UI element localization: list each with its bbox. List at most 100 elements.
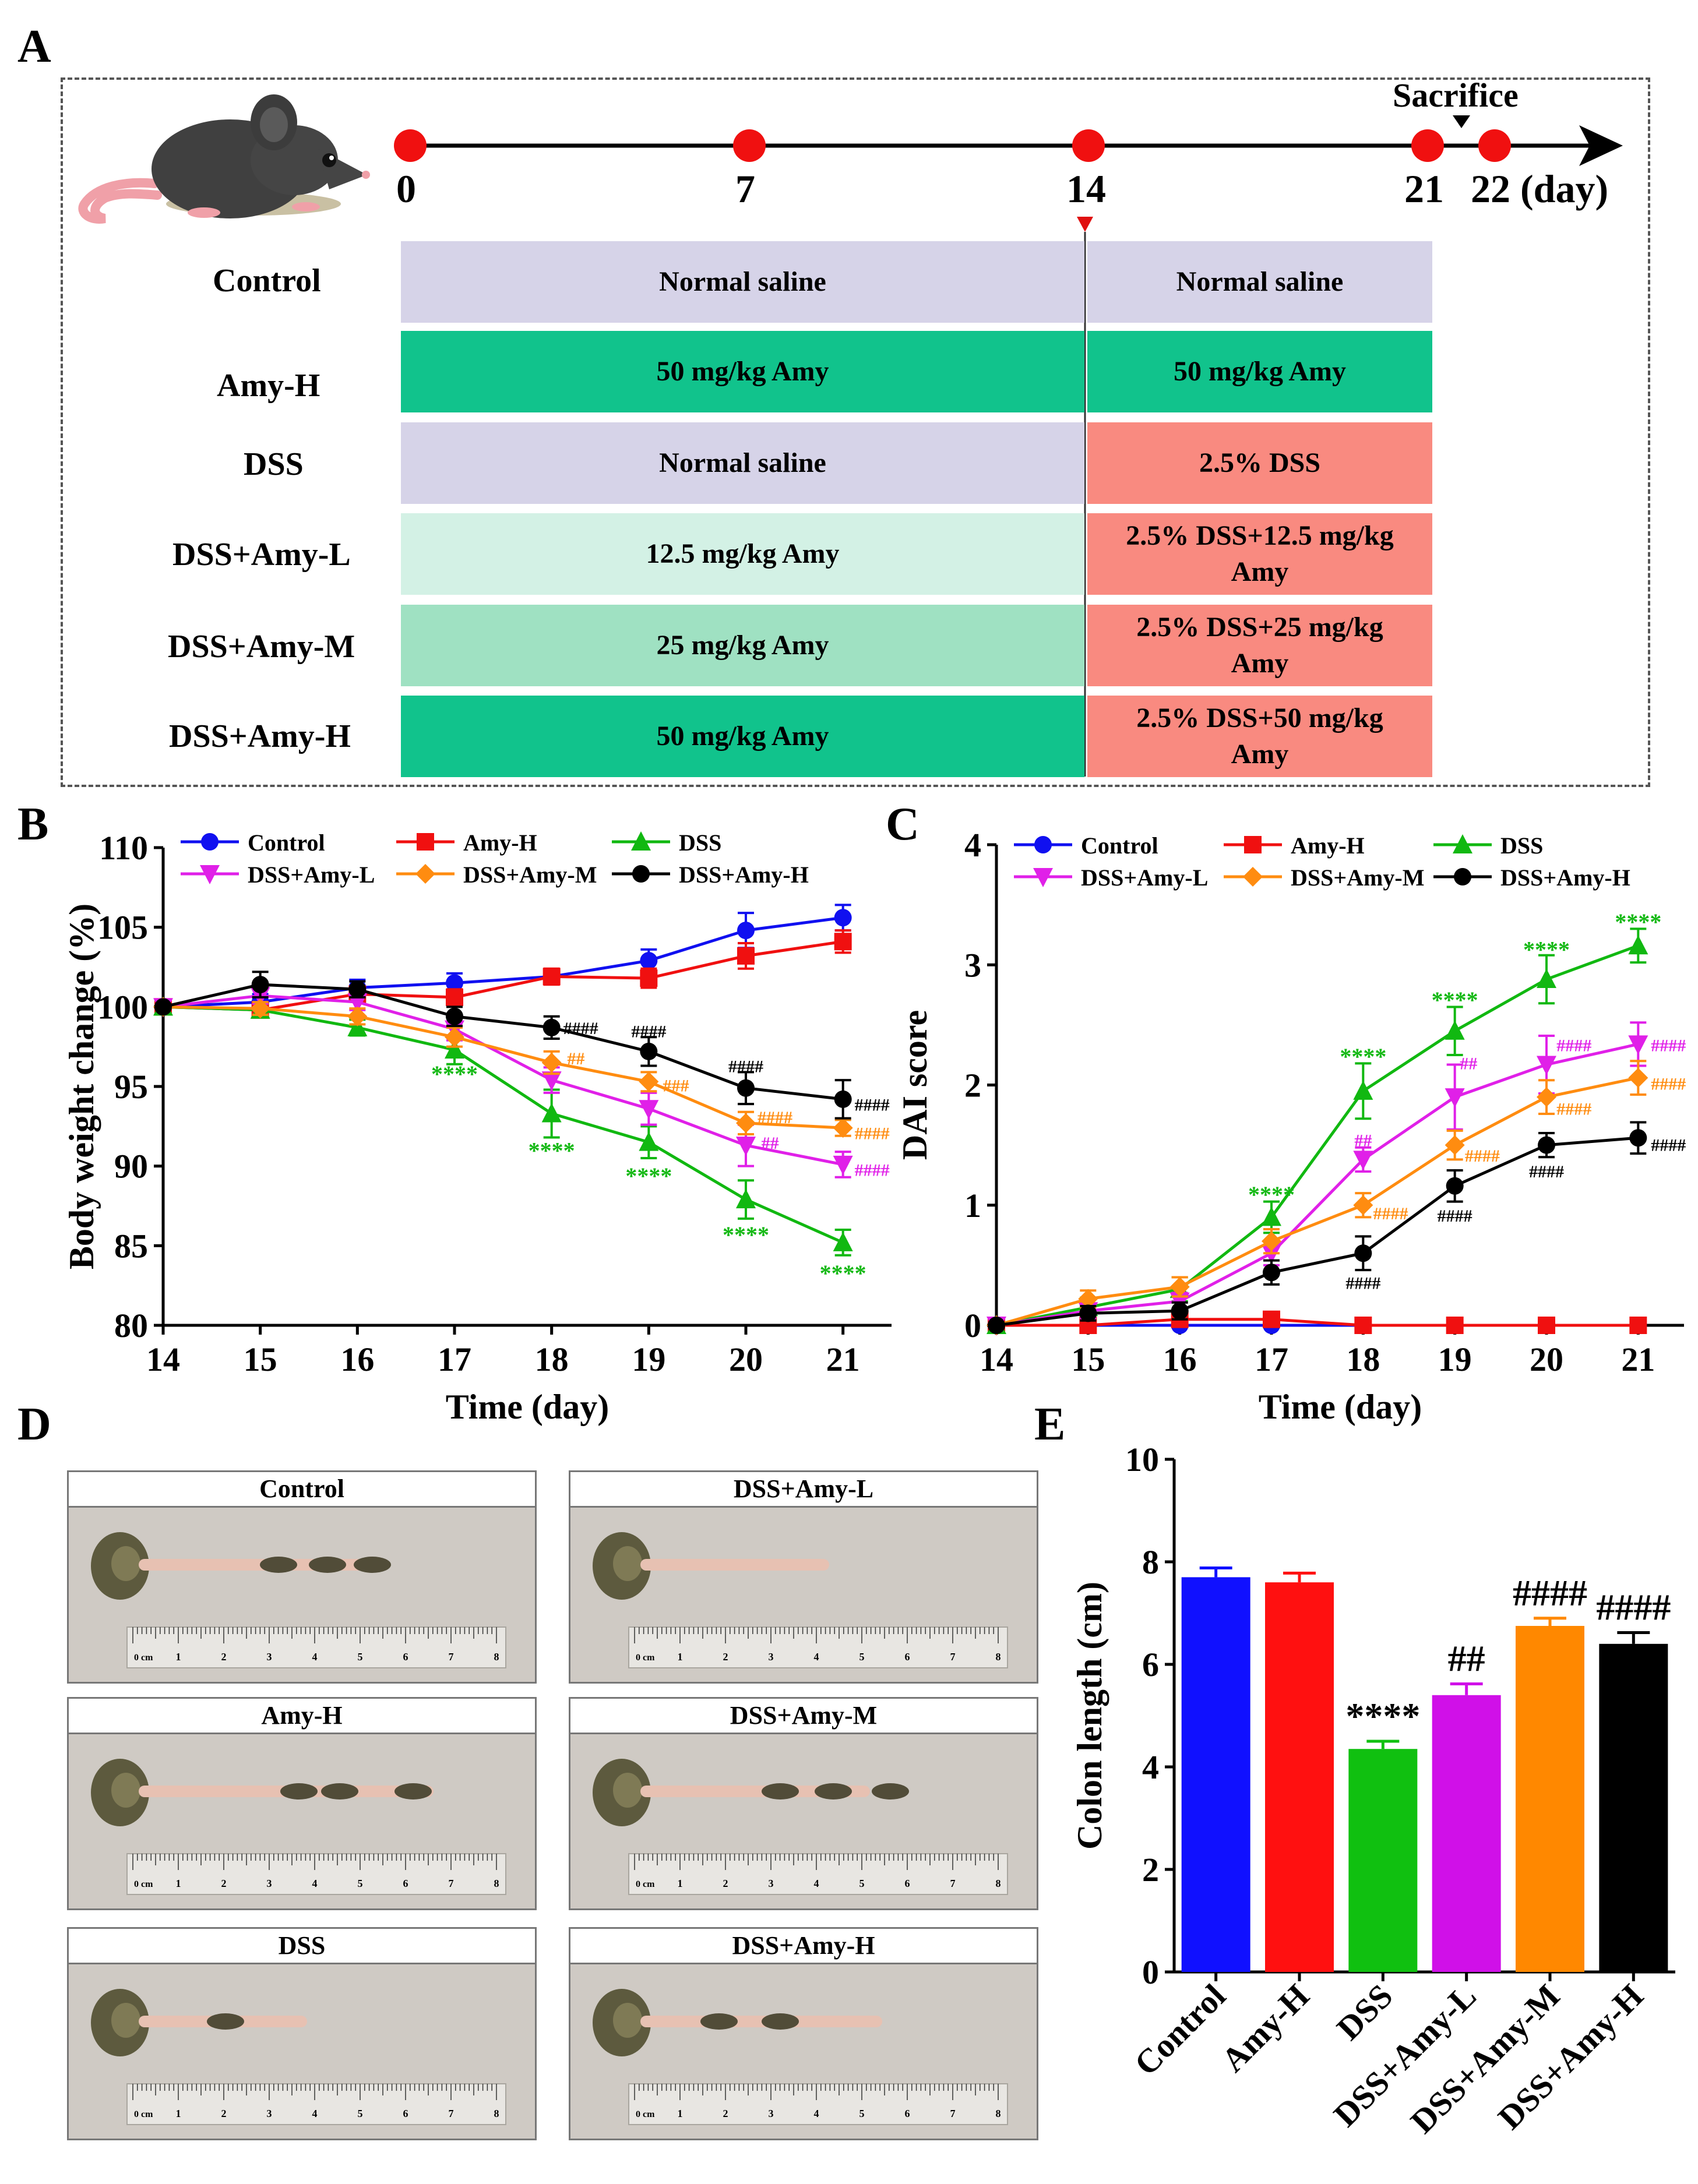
data-point: [639, 1071, 659, 1092]
data-point: [1353, 1195, 1373, 1215]
legend-marker: [1453, 834, 1472, 853]
ruler: [126, 2083, 506, 2125]
legend-label: DSS+Amy-L: [248, 862, 375, 888]
legend-label: Amy-H: [1291, 832, 1365, 859]
data-point: [1537, 969, 1556, 988]
significance-label: ####: [1465, 1146, 1500, 1166]
data-point: [1628, 1035, 1648, 1055]
day-label-7: 7: [735, 167, 755, 211]
data-point: [541, 1103, 562, 1123]
data-point: [1263, 1310, 1280, 1328]
x-tick-label: 21: [1621, 1340, 1655, 1378]
fecal-pellet: [872, 1783, 909, 1800]
legend-entry: DSS+Amy-M: [396, 862, 597, 888]
y-tick-label: 10: [1125, 1441, 1159, 1479]
data-point: [1538, 1136, 1555, 1154]
fecal-pellet: [354, 1557, 391, 1573]
data-point: [1078, 1289, 1098, 1309]
significance-label: ####: [1438, 1206, 1472, 1226]
data-point: [833, 1232, 853, 1251]
ruler: [628, 1626, 1008, 1668]
ruler-number: 1: [678, 1651, 683, 1663]
colon-photo-title: DSS+Amy-L: [570, 1472, 1037, 1508]
y-tick-label: 100: [97, 988, 148, 1026]
data-point: [1445, 1088, 1465, 1108]
significance-label: ****: [1432, 987, 1478, 1013]
significance-label: ****: [1248, 1181, 1295, 1208]
legend-label: DSS+Amy-L: [1081, 865, 1208, 891]
ruler-number: 4: [814, 2108, 819, 2119]
colon-photo-image: 0 cm 1 2 3 4 5 6 7 8: [593, 1989, 1008, 2125]
colon-photo-image: 0 cm 1 2 3 4 5 6 7 8: [593, 1759, 1008, 1895]
legend-label: DSS+Amy-H: [679, 862, 809, 888]
data-point: [736, 1137, 756, 1156]
data-point: [640, 969, 658, 987]
significance-label: ####: [855, 1095, 890, 1114]
significance-label: ####: [1596, 1586, 1671, 1628]
x-tick-label: Control: [1127, 1977, 1233, 2083]
phase2-cell: 2.5% DSS+12.5 mg/kg Amy: [1087, 513, 1432, 595]
ruler-number: 7: [449, 1651, 454, 1663]
legend-entry: Amy-H: [396, 830, 537, 856]
ruler: [628, 1853, 1008, 1895]
legend-entry: DSS+Amy-H: [1433, 865, 1630, 891]
significance-label: ****: [1345, 1695, 1420, 1737]
ruler-number: 1: [678, 1878, 683, 1889]
y-tick-label: 105: [97, 909, 148, 947]
colon-photo: Control 0 cm 1 2 3 4 5 6 7 8: [67, 1470, 537, 1684]
data-point: [1353, 1151, 1373, 1170]
significance-label: ####: [855, 1160, 890, 1180]
ruler-unit: 0 cm: [134, 1879, 153, 1889]
x-tick-label: DSS: [1329, 1977, 1400, 2047]
group-label: DSS+Amy-M: [168, 629, 355, 665]
colon-photo-image: 0 cm 1 2 3 4 5 6 7 8: [593, 1532, 1008, 1668]
legend-marker: [631, 831, 651, 851]
ruler-number: 6: [905, 2108, 910, 2119]
data-point: [834, 909, 852, 927]
ruler-number: 5: [859, 1878, 865, 1889]
legend-entry: DSS+Amy-M: [1224, 865, 1424, 891]
significance-label: ####: [1651, 1074, 1686, 1093]
significance-label: ###: [663, 1077, 689, 1096]
significance-label: ####: [631, 1022, 666, 1042]
ruler-unit: 0 cm: [636, 2109, 655, 2119]
y-tick-label: 95: [114, 1068, 148, 1106]
significance-label: ####: [1373, 1204, 1408, 1223]
legend-label: DSS+Amy-H: [1500, 865, 1630, 891]
x-tick-label: 15: [1071, 1340, 1105, 1378]
series-line: [163, 1005, 844, 1244]
legend-entry: DSS+Amy-L: [1014, 865, 1208, 891]
significance-label: ****: [1523, 936, 1570, 962]
data-point: [1538, 1317, 1555, 1334]
data-point: [640, 1042, 658, 1060]
colon-photo: DSS+Amy-M 0 cm 1 2 3 4 5 6 7 8: [569, 1697, 1038, 1910]
legend-label: DSS+Amy-M: [463, 862, 597, 888]
mouse-illustration: [78, 94, 370, 224]
significance-label: ####: [1651, 1036, 1686, 1055]
cecum-highlight: [111, 2003, 140, 2038]
ruler-number: 2: [221, 1878, 227, 1889]
panel-a-frame: [61, 77, 1650, 787]
ruler-number: 2: [221, 2108, 227, 2119]
series-dss-amy-m: [987, 1060, 1648, 1335]
series-line: [996, 944, 1639, 1327]
data-point: [542, 968, 561, 986]
data-point: [640, 952, 658, 970]
ruler-number: 6: [905, 1878, 910, 1889]
data-point: [445, 1039, 464, 1059]
significance-label: ****: [1615, 909, 1661, 935]
ruler-number: 3: [267, 1878, 272, 1889]
ruler-unit: 0 cm: [134, 2109, 153, 2119]
fecal-pellet: [700, 2013, 738, 2030]
ruler-number: 3: [769, 1651, 774, 1663]
ruler-number: 2: [221, 1651, 227, 1663]
legend-marker: [1243, 867, 1263, 887]
data-point: [737, 922, 755, 940]
data-point: [542, 1018, 561, 1036]
ruler-number: 1: [678, 2108, 683, 2119]
data-point: [1262, 1206, 1281, 1226]
significance-label: ****: [820, 1260, 866, 1286]
panel-label-a: A: [17, 21, 51, 72]
legend-label: DSS+Amy-M: [1291, 865, 1424, 891]
